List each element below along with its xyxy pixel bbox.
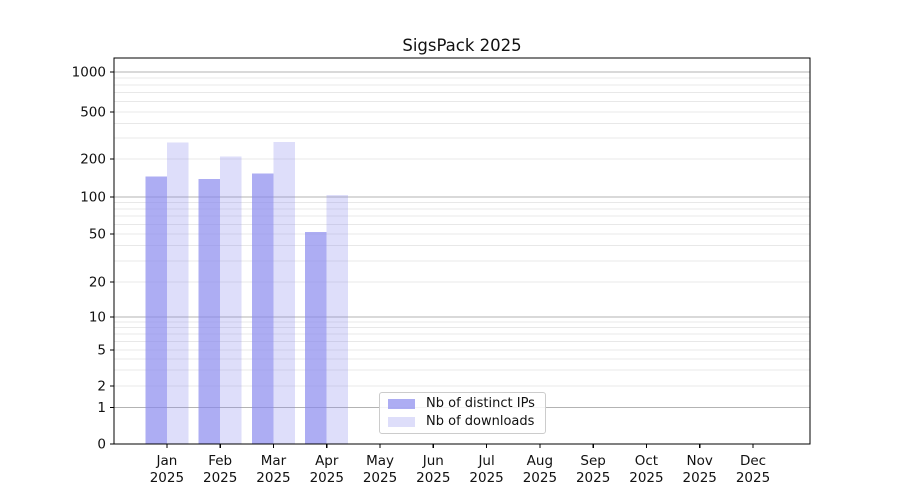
y-tick-labels: 0 1 2 5 10 20 50 100 200 500 1000 [72, 65, 106, 453]
y-tick-label-50: 50 [89, 227, 106, 243]
x-tick-label-jul: Jul 2025 [469, 453, 503, 486]
x-tick-label-dec: Dec 2025 [736, 453, 770, 486]
bar-distinct-ips-jan [145, 176, 167, 444]
legend-swatch-distinct-ips [388, 399, 415, 409]
x-tick-label-jan: Jan 2025 [150, 453, 184, 486]
x-tick-label-mar: Mar 2025 [256, 453, 290, 486]
y-tick-label-0: 0 [97, 437, 106, 453]
legend: Nb of distinct IPs Nb of downloads [379, 392, 546, 434]
x-tick-label-sep: Sep 2025 [576, 453, 610, 486]
chart-title: SigsPack 2025 [402, 36, 522, 55]
x-tick-label-feb: Feb 2025 [203, 453, 237, 486]
legend-label-downloads: Nb of downloads [426, 414, 535, 429]
plot-border [113, 57, 811, 445]
x-tick-labels: Jan 2025 Feb 2025 Mar 2025 Apr 2025 May 2025 Jun 20… [150, 453, 770, 486]
y-tick-label-200: 200 [80, 152, 106, 168]
y-tick-label-20: 20 [89, 275, 106, 291]
bars [145, 142, 349, 445]
bar-distinct-ips-mar [251, 173, 274, 444]
bar-downloads-apr [326, 194, 349, 444]
legend-item-downloads: Nb of downloads [388, 415, 545, 429]
y-tick-label-500: 500 [80, 105, 106, 121]
bar-distinct-ips-apr [305, 231, 327, 444]
x-tick-label-aug: Aug 2025 [523, 453, 557, 486]
bar-distinct-ips-feb [198, 178, 221, 444]
x-tick-label-nov: Nov 2025 [683, 453, 717, 486]
y-tick-label-5: 5 [97, 343, 106, 359]
y-tick-label-2: 2 [97, 379, 106, 395]
bar-downloads-jan [166, 142, 189, 444]
bar-downloads-feb [220, 156, 242, 445]
legend-item-distinct-ips: Nb of distinct IPs [388, 397, 545, 411]
x-tick-label-apr: Apr 2025 [310, 453, 344, 486]
x-tick-label-oct: Oct 2025 [629, 453, 663, 486]
y-tick-label-1: 1 [97, 400, 106, 416]
legend-label-distinct-ips: Nb of distinct IPs [426, 396, 535, 411]
x-tick-label-jun: Jun 2025 [416, 453, 450, 486]
y-tick-label-100: 100 [80, 190, 106, 206]
legend-swatch-downloads [388, 417, 415, 427]
y-tick-label-10: 10 [89, 310, 106, 326]
tick-marks [110, 71, 754, 448]
minor-gridlines [114, 77, 810, 387]
axes-spines [113, 57, 811, 445]
x-tick-label-may: May 2025 [363, 453, 397, 486]
y-tick-label-1000: 1000 [72, 65, 106, 81]
bar-downloads-mar [273, 142, 295, 444]
